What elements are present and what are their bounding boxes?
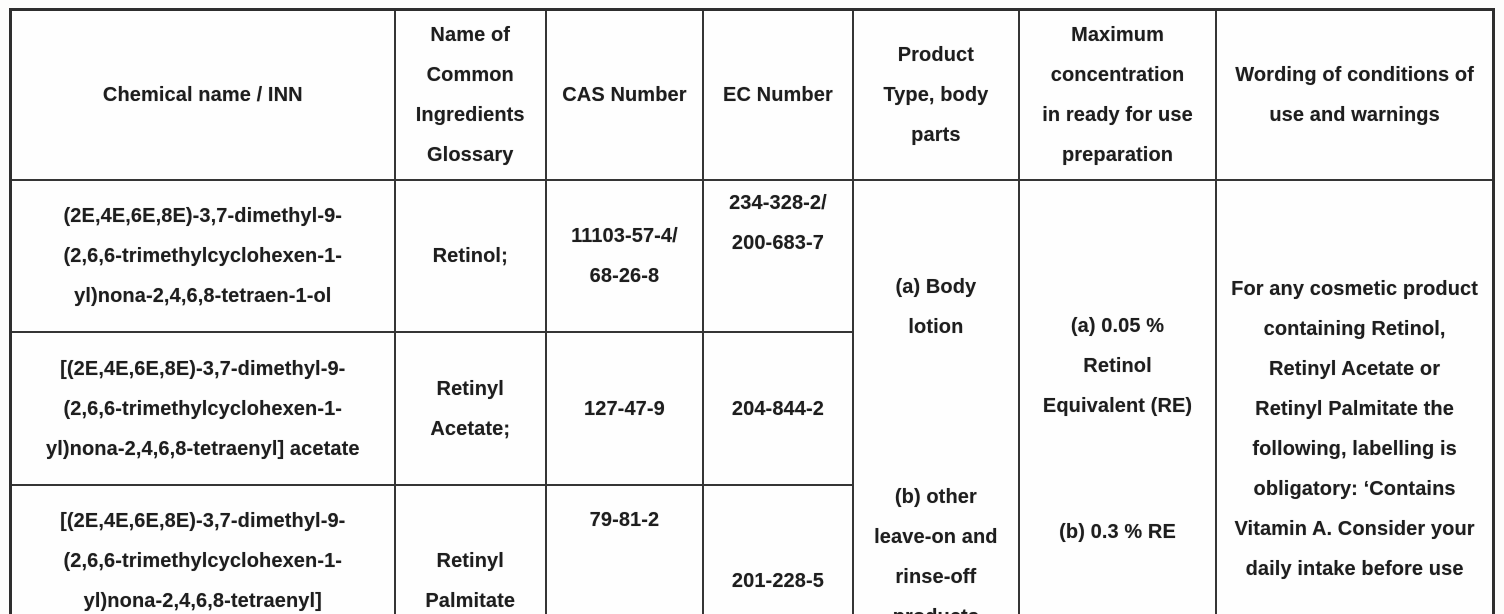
header-product-type: Product Type, body parts [851,8,1020,181]
cell-glossary-retinyl-acetate: Retinyl Acetate; [393,330,547,487]
product-type-item-b: (b) other leave-on and rinse-off product… [874,485,998,614]
max-concentration-item-b: (b) 0.3 % RE [1059,520,1176,543]
table-row-retinol: (2E,4E,6E,8E)-3,7-dimethyl-9- (2,6,6-tri… [9,178,1495,614]
cell-max-concentration-merged: (a) 0.05 % Retinol Equivalent (RE) (b) 0… [1017,178,1218,614]
header-ec-number: EC Number [702,8,854,181]
cell-chemical-name-retinyl-acetate: [(2E,4E,6E,8E)-3,7-dimethyl-9- (2,6,6-tr… [9,330,396,487]
header-chemical-name: Chemical name / INN [9,8,396,181]
cell-cas-retinol: 11103-57-4/ 68-26-8 [544,178,705,333]
header-glossary: Name of Common Ingredients Glossary [393,8,547,181]
header-wording: Wording of conditions of use and warning… [1215,8,1495,181]
cell-glossary-retinol: Retinol; [393,178,547,333]
cell-chemical-name-retinol: (2E,4E,6E,8E)-3,7-dimethyl-9- (2,6,6-tri… [9,178,396,333]
header-cas-number: CAS Number [544,8,705,181]
cell-chemical-name-retinyl-palmitate: [(2E,4E,6E,8E)-3,7-dimethyl-9- (2,6,6-tr… [9,484,396,614]
table-row-retinyl-palmitate: [(2E,4E,6E,8E)-3,7-dimethyl-9- (2,6,6-tr… [9,484,1494,614]
cosmetic-ingredients-table: Chemical name / INN Name of Common Ingre… [9,8,1495,614]
cell-ec-retinol: 234-328-2/ 200-683-7 [702,178,854,333]
cell-wording-merged: For any cosmetic product containing Reti… [1215,178,1495,614]
cell-cas-retinyl-palmitate: 79-81-2 [544,484,705,614]
header-max-concentration: Maximum concentration in ready for use p… [1017,8,1218,181]
table-row-retinyl-acetate: [(2E,4E,6E,8E)-3,7-dimethyl-9- (2,6,6-tr… [9,330,1494,487]
cell-ec-retinyl-palmitate: 201-228-5 [702,484,854,614]
cell-product-type-merged: (a) Body lotion (b) other leave-on and r… [851,178,1020,614]
cell-glossary-retinyl-palmitate: Retinyl Palmitate [393,484,547,614]
max-concentration-item-a: (a) 0.05 % Retinol Equivalent (RE) [1042,314,1193,417]
header-row: Chemical name / INN Name of Common Ingre… [9,8,1495,181]
cell-ec-retinyl-acetate: 204-844-2 [702,330,854,487]
product-type-item-a: (a) Body lotion [895,275,977,338]
cell-cas-retinyl-acetate: 127-47-9 [544,330,705,487]
